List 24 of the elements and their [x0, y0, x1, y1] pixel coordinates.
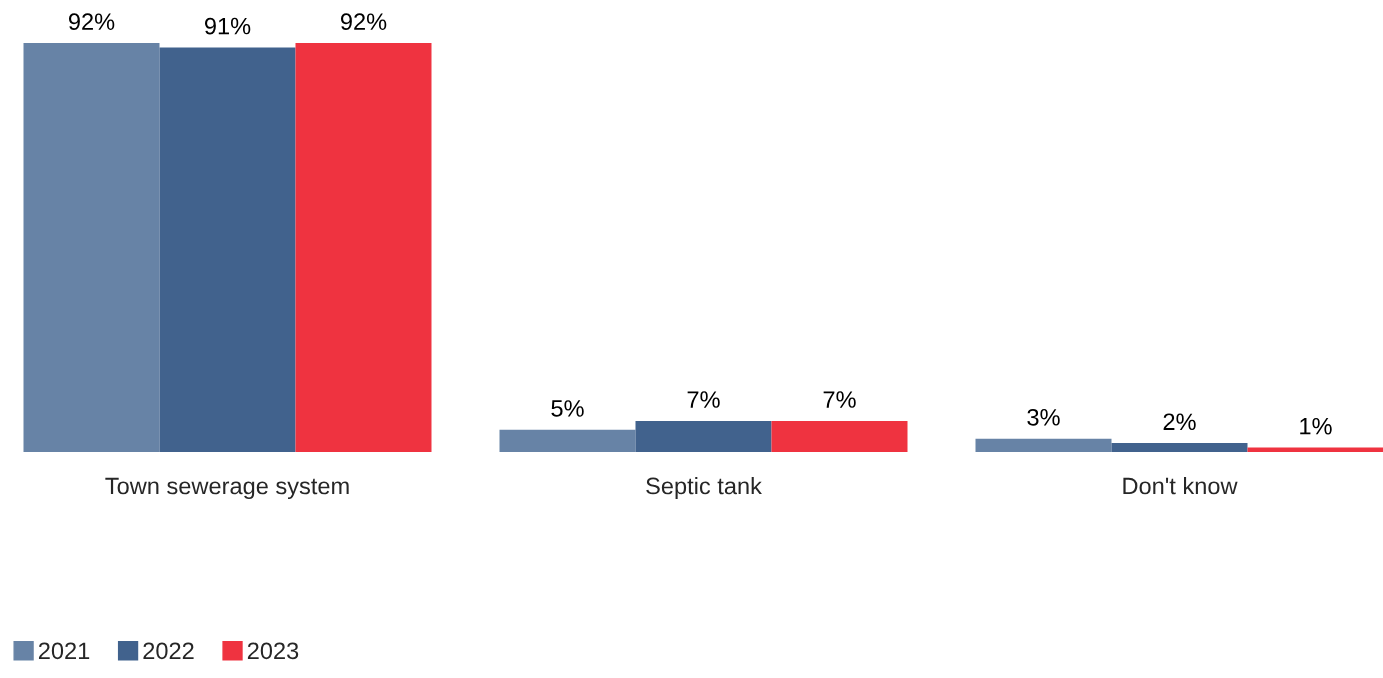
data-label: 92%: [340, 13, 387, 30]
x-tick-label: Septic tank: [646, 477, 762, 500]
bar: [159, 47, 296, 452]
bar: [295, 43, 432, 452]
data-label: 2%: [1163, 413, 1196, 431]
x-tick-label: Town sewerage system: [105, 477, 349, 500]
legend-label: 2021: [38, 642, 90, 660]
bar: [771, 420, 908, 452]
x-tick-label: Don't know: [1123, 477, 1238, 495]
data-label: 92%: [68, 13, 115, 30]
bar: [499, 429, 636, 452]
legend-label: 2023: [247, 642, 299, 660]
bar: [975, 438, 1112, 452]
data-label: 7%: [823, 391, 856, 408]
data-label: 5%: [551, 400, 584, 417]
data-label: 7%: [687, 391, 720, 408]
data-label: 1%: [1300, 417, 1332, 435]
bar: [1111, 443, 1248, 452]
bar: [23, 43, 160, 452]
bar: [1247, 447, 1383, 452]
data-label: 3%: [1027, 408, 1060, 426]
data-label: 91%: [204, 17, 251, 35]
legend-label: 2022: [143, 642, 194, 660]
bar: [635, 420, 772, 452]
